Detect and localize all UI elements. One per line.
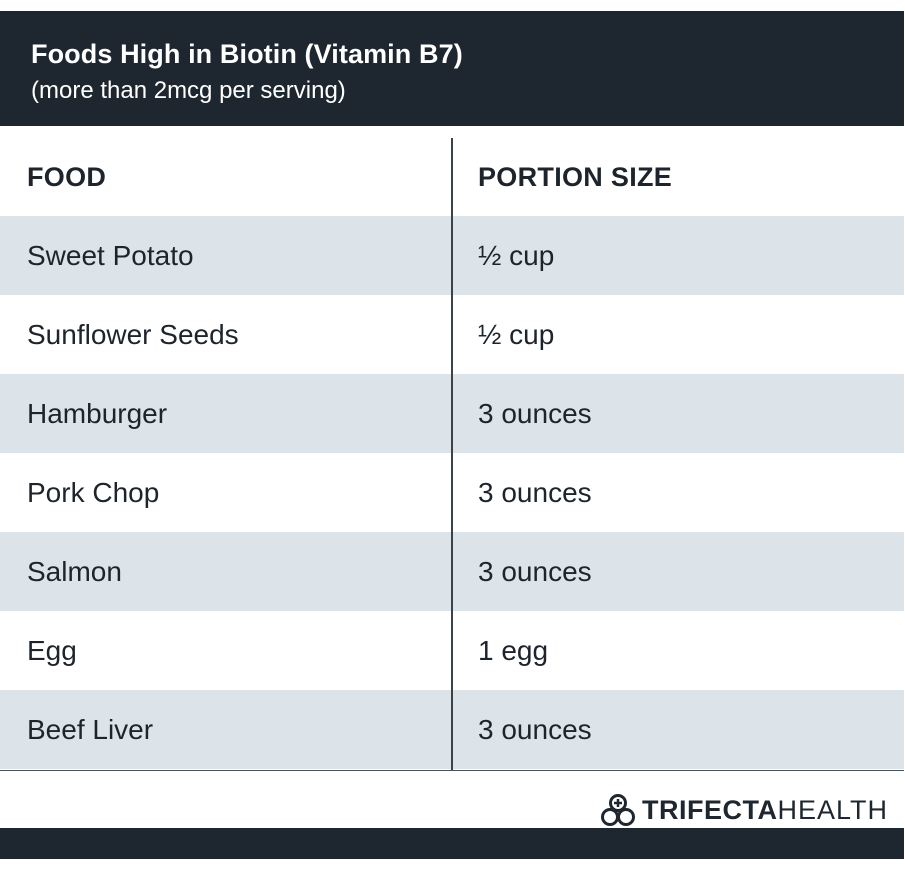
food-cell: Sweet Potato [27, 239, 194, 271]
page-subtitle: (more than 2mcg per serving) [31, 77, 346, 104]
column-divider [451, 138, 453, 770]
trifecta-logo-icon [600, 793, 636, 827]
food-cell: Hamburger [27, 397, 168, 429]
portion-cell: 3 ounces [478, 476, 592, 508]
brand-name-light: HEALTH [777, 794, 888, 825]
page-title: Foods High in Biotin (Vitamin B7) [31, 39, 463, 69]
footer-bar [0, 828, 904, 859]
portion-cell: 3 ounces [478, 555, 592, 587]
table-bottom-rule [0, 770, 904, 771]
food-cell: Egg [27, 634, 77, 666]
portion-cell: 3 ounces [478, 713, 592, 745]
food-cell: Beef Liver [27, 713, 154, 745]
column-header-food: FOOD [27, 161, 107, 192]
brand-logo: TRIFECTA HEALTH [600, 792, 888, 828]
table-row: Pork Chop 3 ounces [0, 453, 904, 532]
food-cell: Pork Chop [27, 476, 160, 508]
portion-cell: 3 ounces [478, 397, 592, 429]
portion-cell: ½ cup [478, 318, 555, 350]
table-row: Egg 1 egg [0, 611, 904, 690]
portion-cell: 1 egg [478, 634, 549, 666]
food-cell: Salmon [27, 555, 122, 587]
portion-cell: ½ cup [478, 239, 555, 271]
food-cell: Sunflower Seeds [27, 318, 239, 350]
column-header-portion-size: PORTION SIZE [478, 161, 673, 192]
header-banner: Foods High in Biotin (Vitamin B7) (more … [0, 11, 904, 126]
table-header-row: FOOD PORTION SIZE [0, 138, 904, 216]
table-row: Sunflower Seeds ½ cup [0, 295, 904, 374]
brand-name-bold: TRIFECTA [641, 794, 778, 825]
